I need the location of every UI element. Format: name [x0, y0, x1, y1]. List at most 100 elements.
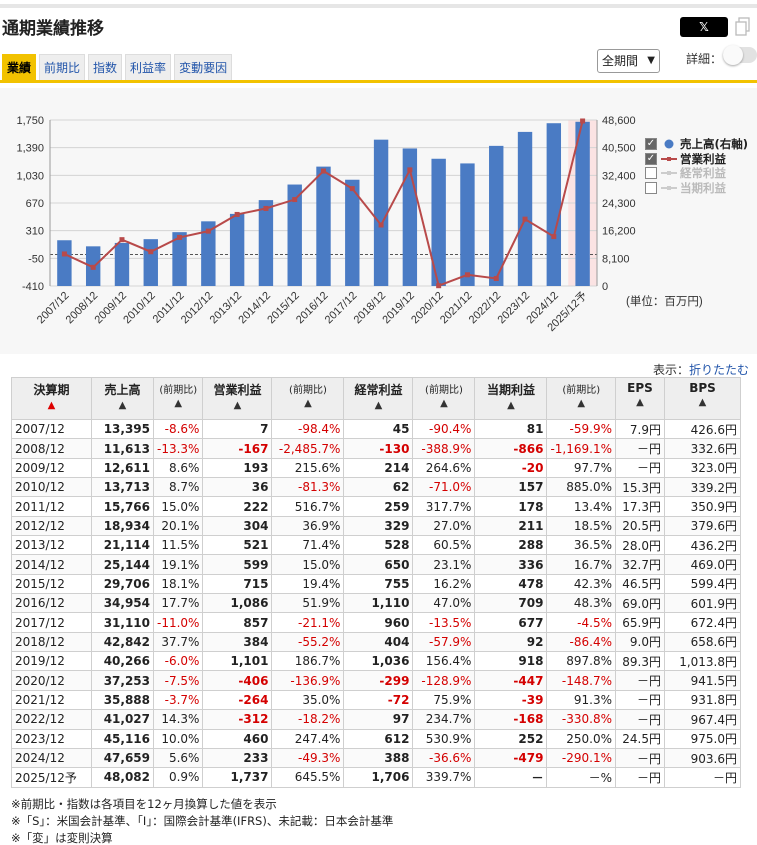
right-tick-label: 24,300 [602, 198, 636, 210]
legend-item-1[interactable]: ✓ 営業利益 [645, 152, 748, 167]
sort-arrow-icon[interactable]: ▲ [233, 400, 242, 411]
table-cell: 288 [474, 535, 548, 556]
legend-item-3[interactable]: 当期利益 [645, 181, 748, 196]
table-cell: -479 [474, 747, 548, 769]
table-cell: -2,485.7% [271, 438, 345, 459]
column-header-0[interactable]: 決算期 ▲ [11, 377, 92, 420]
legend-checkbox[interactable]: ✓ [645, 152, 657, 165]
table-row: 2022/12 41,027 14.3% -312 -18.2% 97 234.7% -168… [11, 709, 741, 730]
line-point [205, 228, 211, 234]
legend-label: 当期利益 [680, 180, 726, 195]
column-header-9[interactable]: EPS ▲ [615, 377, 665, 420]
table-cell: 2013/12 [11, 535, 92, 556]
sort-arrow-icon[interactable]: ▲ [698, 397, 707, 408]
table-cell: 35,888 [91, 689, 154, 711]
period-select[interactable]: 全期間 ▼ [597, 49, 660, 73]
table-cell: 1,110 [343, 593, 414, 614]
table-cell: 215.6% [271, 457, 345, 479]
table-cell: 60.5% [412, 535, 476, 556]
sort-arrow-icon[interactable]: ▲ [577, 398, 586, 409]
x-share-button[interactable]: 𝕏 [680, 17, 728, 37]
table-cell: 329 [343, 515, 414, 537]
table-cell: -312 [202, 709, 273, 730]
chart-legend: ✓ 売上高(右軸) ✓ 営業利益 経常利益 当期利益 [645, 137, 748, 195]
table-cell: 12,611 [91, 457, 154, 479]
table-cell: -21.1% [271, 612, 345, 633]
table-cell: 23.1% [412, 554, 476, 575]
sort-arrow-icon[interactable]: ▲ [440, 398, 448, 409]
tab-0[interactable]: 業績 [2, 54, 37, 80]
table-cell: 339.2円 [664, 477, 741, 498]
column-header-7[interactable]: 当期利益 ▲ [474, 377, 548, 420]
column-header-label: EPS [627, 381, 653, 395]
table-cell: －円 [615, 438, 665, 459]
tab-3[interactable]: 利益率 [125, 54, 172, 80]
legend-checkbox[interactable] [645, 167, 657, 180]
performance-chart: 1,750 1,390 1,030 670 310 -50 -410 48,600 40,500… [16, 115, 702, 334]
table-cell: 36.5% [546, 535, 616, 556]
sort-arrow-icon[interactable]: ▲ [118, 400, 127, 411]
table-cell: －円 [615, 457, 665, 479]
table-cell: 35.0% [271, 689, 345, 711]
column-header-4[interactable]: (前期比) ▲ [271, 377, 345, 420]
detail-toggle[interactable] [723, 45, 757, 65]
sort-arrow-icon[interactable]: ▲ [636, 397, 644, 408]
sort-arrow-icon[interactable]: ▲ [374, 400, 383, 411]
table-cell: -167 [202, 438, 273, 459]
legend-checkbox[interactable] [645, 181, 657, 194]
table-cell: 19.4% [271, 573, 345, 595]
legend-item-2[interactable]: 経常利益 [645, 166, 748, 181]
table-cell: 1,013.8円 [664, 651, 741, 672]
table-cell: 599 [202, 554, 273, 575]
table-row: 2013/12 21,114 11.5% 521 71.4% 528 60.5% 288 36.… [11, 535, 741, 556]
sort-arrow-icon[interactable]: ▲ [507, 400, 515, 411]
right-tick-label: 8,100 [602, 253, 630, 265]
table-cell: 37,253 [91, 670, 154, 691]
column-header-2[interactable]: (前期比) ▲ [152, 377, 204, 420]
legend-item-0[interactable]: ✓ 売上高(右軸) [645, 137, 748, 152]
table-cell: -6.0% [152, 651, 204, 672]
column-header-1[interactable]: 売上高 ▲ [91, 377, 154, 420]
table-cell: 709 [474, 593, 548, 614]
table-cell: 233 [202, 747, 273, 769]
column-header-label: 当期利益 [486, 383, 535, 397]
table-cell: 247.4% [271, 728, 345, 749]
table-row: 2017/12 31,110 -11.0% 857 -21.1% 960 -13.5% 677… [11, 612, 741, 633]
column-header-3[interactable]: 営業利益 ▲ [202, 377, 273, 420]
column-header-10[interactable]: BPS ▲ [664, 377, 741, 420]
column-header-label: (前期比) [425, 385, 463, 396]
table-cell: 918 [474, 651, 548, 672]
table-cell: 18.5% [546, 515, 616, 537]
table-cell: 15.0% [152, 496, 204, 517]
copy-icon[interactable] [735, 17, 751, 37]
table-cell: 41,027 [91, 709, 154, 730]
collapse-link[interactable]: 折りたたむ [689, 363, 750, 377]
table-cell: 0.9% [152, 767, 204, 788]
table-cell: 27.0% [412, 515, 476, 537]
table-cell: -8.6% [152, 418, 204, 440]
legend-checkbox[interactable]: ✓ [645, 138, 657, 151]
table-cell: 16.7% [546, 554, 616, 575]
tab-1[interactable]: 前期比 [39, 54, 86, 80]
table-cell: 2022/12 [11, 709, 92, 730]
table-cell: -59.9% [546, 418, 616, 440]
legend-dot-icon [664, 139, 674, 149]
table-cell: 11,613 [91, 438, 154, 459]
sort-arrow-icon[interactable]: ▲ [174, 398, 183, 409]
sort-arrow-icon[interactable]: ▲ [47, 400, 56, 411]
left-tick-label: 1,390 [16, 143, 44, 155]
column-header-8[interactable]: (前期比) ▲ [546, 377, 616, 420]
column-header-6[interactable]: (前期比) ▲ [412, 377, 476, 420]
tab-2[interactable]: 指数 [88, 54, 123, 80]
sort-arrow-icon[interactable]: ▲ [304, 398, 312, 409]
line-point [378, 222, 384, 228]
table-cell: 13,713 [91, 477, 154, 498]
tab-4[interactable]: 変動要因 [174, 54, 233, 80]
table-cell: 960 [343, 612, 414, 633]
table-cell: 71.4% [271, 535, 345, 556]
table-cell: 28.0円 [615, 535, 665, 556]
table-cell: -130 [343, 438, 414, 459]
table-cell: -86.4% [546, 631, 616, 653]
column-header-5[interactable]: 経常利益 ▲ [343, 377, 414, 420]
table-cell: -866 [474, 438, 548, 459]
